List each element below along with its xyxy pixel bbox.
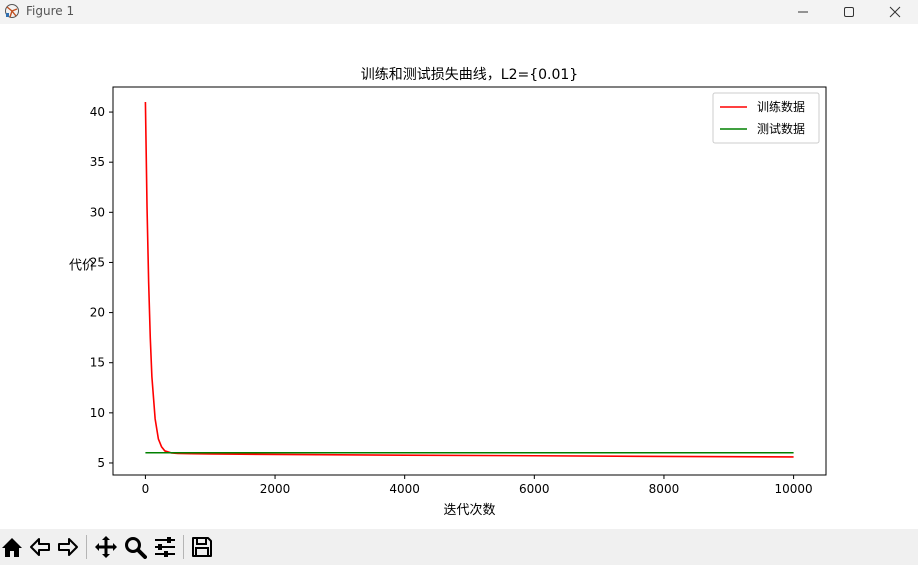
x-tick-label: 4000 (389, 482, 420, 496)
toolbar-separator (86, 535, 87, 559)
save-icon[interactable] (190, 535, 214, 559)
x-tick-label: 0 (142, 482, 150, 496)
legend-label: 训练数据 (757, 99, 805, 114)
legend-box (712, 92, 820, 144)
window-title: Figure 1 (26, 4, 75, 18)
configure-icon[interactable] (153, 535, 177, 559)
figure-canvas[interactable]: 0 2000 4000 6000 8000 10000 5 10 15 20 25 30 35 40 训练和… (0, 24, 918, 529)
axes-frame (112, 86, 827, 476)
forward-icon[interactable] (56, 535, 80, 559)
navigation-toolbar (0, 529, 918, 565)
chart-title: 训练和测试损失曲线，L2={0.01} (361, 67, 578, 83)
x-tick-label: 10000 (774, 482, 812, 496)
y-tick-label: 25 (90, 255, 105, 269)
y-tick-label: 20 (90, 306, 105, 320)
series-line-0 (144, 102, 794, 458)
y-tick-label: 35 (90, 155, 105, 169)
minimize-icon (798, 11, 808, 13)
home-icon[interactable] (0, 535, 24, 559)
y-tick-label: 30 (90, 205, 105, 219)
window-titlebar: Figure 1 (0, 0, 918, 24)
matplotlib-icon (5, 4, 19, 18)
pan-icon[interactable] (94, 535, 118, 559)
line-chart: 0 2000 4000 6000 8000 10000 5 10 15 20 25 30 35 40 训练和… (69, 67, 827, 518)
close-button[interactable] (872, 0, 918, 24)
x-tick-label: 6000 (519, 482, 550, 496)
y-tick-label: 15 (90, 356, 105, 370)
maximize-button[interactable] (826, 0, 872, 24)
legend-label: 测试数据 (757, 121, 805, 136)
x-tick-label: 8000 (649, 482, 680, 496)
zoom-icon[interactable] (123, 535, 147, 559)
x-axis-label: 迭代次数 (443, 502, 495, 518)
y-axis-label: 代价 (69, 258, 95, 273)
maximize-icon (844, 7, 854, 17)
minimize-button[interactable] (780, 0, 826, 24)
y-tick-label: 5 (97, 456, 105, 470)
y-tick-label: 40 (90, 105, 105, 119)
back-icon[interactable] (28, 535, 52, 559)
close-icon (889, 6, 901, 18)
y-tick-label: 10 (90, 406, 105, 420)
x-tick-label: 2000 (260, 482, 291, 496)
toolbar-separator (183, 535, 184, 559)
